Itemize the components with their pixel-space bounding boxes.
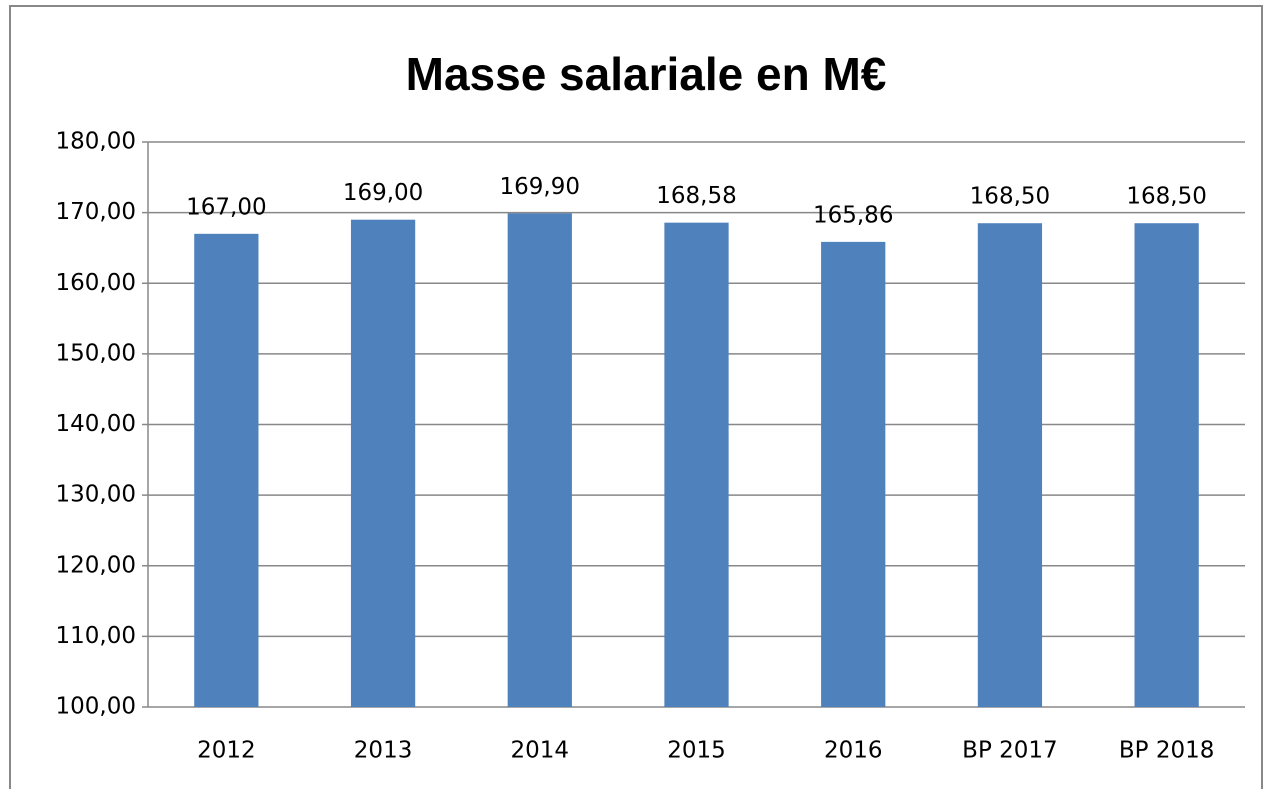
data-label: 169,00 — [343, 180, 423, 206]
data-label: 168,58 — [656, 183, 736, 209]
bar — [1134, 223, 1199, 707]
data-label: 168,50 — [1126, 184, 1206, 210]
y-tick-label: 150,00 — [56, 340, 136, 366]
bar — [821, 241, 886, 707]
y-tick-label: 120,00 — [56, 552, 136, 578]
y-tick-label: 170,00 — [56, 199, 136, 225]
y-tick-label: 180,00 — [56, 129, 136, 155]
y-tick-label: 140,00 — [56, 411, 136, 437]
x-tick-label: BP 2017 — [962, 738, 1058, 764]
x-tick-label: BP 2018 — [1119, 738, 1215, 764]
data-label: 168,50 — [970, 184, 1050, 210]
y-tick-label: 100,00 — [56, 694, 136, 720]
bar — [664, 222, 729, 707]
x-tick-label: 2015 — [667, 738, 726, 764]
data-label: 169,90 — [500, 174, 580, 200]
x-tick-label: 2016 — [824, 738, 883, 764]
bar — [507, 213, 572, 708]
chart-title: Masse salariale en M€ — [406, 48, 887, 100]
data-label: 167,00 — [186, 194, 266, 220]
data-label: 165,86 — [813, 202, 893, 228]
x-tick-label: 2014 — [511, 738, 570, 764]
y-tick-label: 160,00 — [56, 270, 136, 296]
y-tick-label: 110,00 — [56, 623, 136, 649]
bar — [977, 223, 1043, 707]
x-tick-label: 2012 — [197, 738, 256, 764]
bar — [350, 219, 416, 707]
bar — [194, 233, 259, 707]
x-tick-label: 2013 — [354, 738, 413, 764]
y-tick-label: 130,00 — [56, 482, 136, 508]
